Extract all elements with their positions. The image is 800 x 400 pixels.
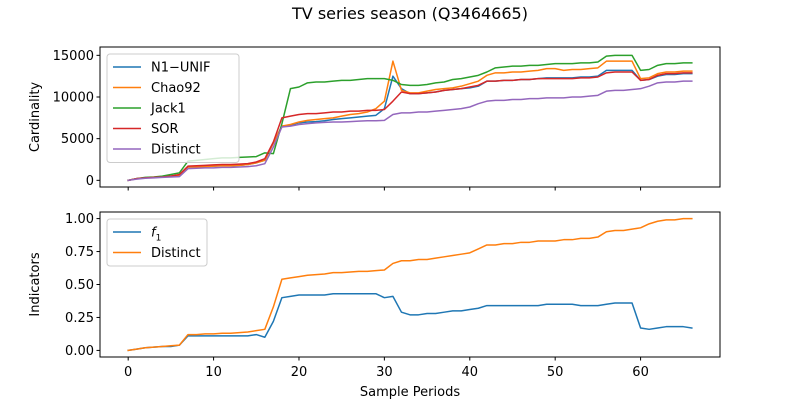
series-line-chao92 — [127, 60, 693, 182]
x-tick-label: 10 — [205, 365, 222, 380]
legend-label: N1−UNIF — [151, 61, 210, 76]
series-line-distinct — [127, 217, 693, 352]
y-axis-label: Cardinality — [28, 82, 43, 153]
axes-frame — [99, 46, 721, 188]
y-tick-label: 0.00 — [65, 344, 94, 359]
chart-title: TV series season (Q3464665) — [291, 4, 528, 23]
series-line-f1 — [127, 292, 693, 352]
legend: N1−UNIF Chao92 Jack1 SOR Distinct — [106, 53, 240, 163]
x-tick-label: 40 — [462, 365, 479, 380]
series-line-distinct — [127, 80, 693, 182]
legend-label: Distinct — [151, 143, 201, 158]
y-tick-label: 0.75 — [65, 245, 94, 260]
x-tick-label: 30 — [376, 365, 393, 380]
x-axis-label: Sample Periods — [360, 385, 460, 400]
y-tick-label: 0 — [86, 174, 94, 189]
legend-label: Distinct — [151, 246, 201, 261]
x-tick-label: 50 — [547, 365, 564, 380]
legend-box — [106, 53, 240, 163]
y-tick-label: 0.50 — [65, 278, 94, 293]
x-tick-label: 0 — [124, 365, 132, 380]
y-tick-label: 5000 — [61, 132, 94, 147]
legend-label: SOR — [151, 122, 179, 137]
legend: f1 Distinct — [106, 218, 208, 267]
bottom-panel-indicators: 0.00 0.25 0.50 0.75 1.00 0 10 20 30 40 50 60 Indicat… — [28, 211, 721, 380]
x-tick-label: 60 — [632, 365, 649, 380]
legend-label: Jack1 — [150, 102, 186, 117]
y-tick-label: 10000 — [53, 91, 94, 106]
y-tick-label: 15000 — [53, 49, 94, 64]
y-tick-label: 1.00 — [65, 212, 94, 227]
y-tick-label: 0.25 — [65, 311, 94, 326]
legend-label: f1 — [151, 226, 161, 244]
x-tick-label: 20 — [291, 365, 308, 380]
legend-box — [106, 218, 208, 267]
y-axis-label: Indicators — [28, 252, 43, 316]
series-line-sor — [127, 71, 693, 182]
top-panel-cardinality: 0 5000 10000 15000 Cardinality N1−UNIF Chao92 J… — [28, 46, 721, 191]
legend-label: Chao92 — [151, 81, 201, 96]
